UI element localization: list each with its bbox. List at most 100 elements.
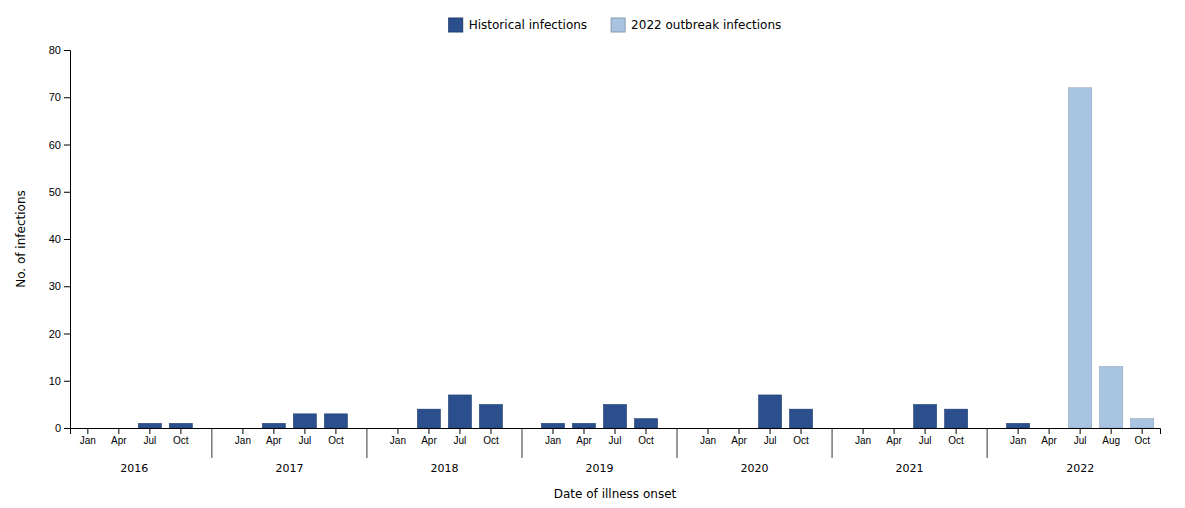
x-tick: Jul [299,428,312,446]
x-tick: Apr [886,428,902,446]
year-separator [211,428,212,458]
x-tick: Oct [1134,428,1150,446]
bar [696,428,719,429]
legend-item: 2022 outbreak infections [611,18,781,33]
y-tick-mark [64,239,70,240]
bar [913,404,936,405]
legend-swatch [611,18,625,32]
x-tick-label: Jan [390,435,406,446]
x-tick-mark [925,428,926,434]
x-tick-mark [739,428,740,434]
bar [386,428,409,429]
y-tick: 0 [55,422,70,434]
year-label: 2019 [585,462,613,475]
x-tick: Oct [793,428,809,446]
bar [293,414,316,428]
x-tick-mark [770,428,771,434]
x-tick: Oct [328,428,344,446]
x-tick: Oct [948,428,964,446]
y-tick-label: 0 [55,422,61,434]
x-tick-label: Apr [421,435,437,446]
bar [107,428,130,429]
bar [758,395,781,428]
x-tick: Jan [235,428,251,446]
x-tick: Aug [1102,428,1120,446]
x-tick: Apr [576,428,592,446]
x-tick-label: Apr [886,435,902,446]
x-tick-mark [583,428,584,434]
x-tick: Oct [483,428,499,446]
bar [944,409,967,410]
x-tick-label: Oct [483,435,499,446]
bar [448,394,471,395]
x-tick-label: Jan [235,435,251,446]
y-tick-label: 40 [49,233,61,245]
x-tick-mark [490,428,491,434]
bar [262,423,285,428]
bar [386,428,409,429]
x-tick-label: Aug [1102,435,1120,446]
y-tick-label: 60 [49,139,61,151]
x-tick-mark [87,428,88,434]
x-tick-mark [273,428,274,434]
x-tick-mark [459,428,460,434]
x-tick-label: Jul [919,435,932,446]
bar [417,409,440,410]
bar [479,404,502,405]
bar [169,423,192,424]
bars [138,88,1154,428]
x-tick-label: Jan [700,435,716,446]
y-tick-mark [64,428,70,429]
x-tick-label: Jul [299,435,312,446]
year-separator [521,428,522,458]
y-axis: 01020304050607080 [49,44,71,434]
x-tick: Oct [638,428,654,446]
x-tick: Jan [700,428,716,446]
x-tick-label: Jul [609,435,622,446]
bar [603,404,626,405]
bar [541,423,564,428]
year-separator [987,428,988,458]
y-tick: 20 [49,328,70,340]
bar [696,428,719,429]
bar [634,418,657,419]
bar [634,419,657,428]
x-tick-label: Oct [1134,435,1150,446]
x-tick-label: Jul [764,435,777,446]
x-tick-mark [1080,428,1081,434]
x-tick-mark [1049,428,1050,434]
x-tick-mark [801,428,802,434]
x-tick-label: Apr [1041,435,1057,446]
bar [138,423,161,428]
x-tick: Jan [80,428,96,446]
x-axis-title: Date of illness onset [554,487,677,501]
y-tick-label: 10 [49,375,61,387]
bar [1007,423,1030,424]
bar [789,409,812,428]
x-tick: Jul [919,428,932,446]
x-tick-mark [708,428,709,434]
bar [231,428,254,429]
bar [913,404,936,428]
x-tick-label: Oct [793,435,809,446]
plot: 01020304050607080JanAprJulOctJanAprJulOc… [14,44,1161,501]
x-tick-mark [894,428,895,434]
legend-label: Historical infections [469,18,587,32]
year-separator [832,428,833,458]
legend-item: Historical infections [449,18,587,33]
y-tick-mark [64,286,70,287]
x-tick: Apr [111,428,127,446]
x-tick-label: Apr [266,435,282,446]
x-tick-mark [242,428,243,434]
year-label: 2016 [120,462,148,475]
legend: Historical infections 2022 outbreak infec… [449,18,782,33]
bar [324,414,347,428]
x-tick-mark [180,428,181,434]
x-tick-mark [149,428,150,434]
x-axis-line [71,429,1161,435]
x-tick-mark [1018,428,1019,434]
y-tick-label: 50 [49,186,61,198]
x-tick-label: Oct [328,435,344,446]
y-tick: 60 [49,139,70,151]
y-tick: 10 [49,375,70,387]
